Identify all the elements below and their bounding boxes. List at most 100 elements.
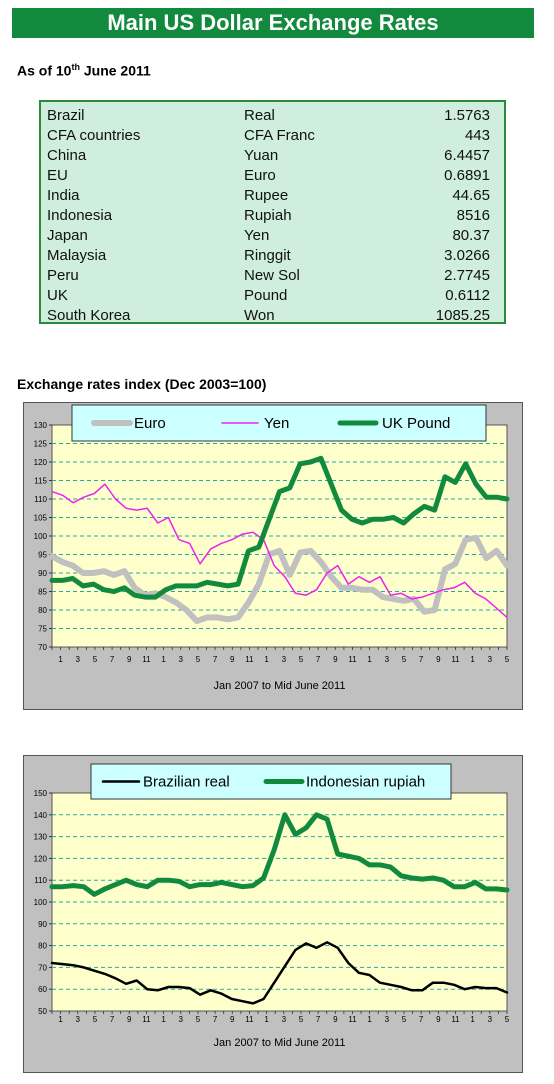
x-tick-label: 3 xyxy=(179,1015,184,1024)
y-tick-label: 100 xyxy=(34,898,48,907)
x-tick-label: 5 xyxy=(402,655,407,664)
series-line-brazilian-real xyxy=(50,941,509,1005)
series-line-yen xyxy=(51,483,508,619)
x-tick-label: 7 xyxy=(213,1015,218,1024)
rate-cell: 3.0266 xyxy=(444,246,490,264)
x-tick-label: 1 xyxy=(470,655,475,664)
rate-cell: 8516 xyxy=(456,206,490,224)
y-tick-label: 110 xyxy=(34,495,47,504)
series-line-indonesian-rupiah xyxy=(49,812,510,897)
y-tick-label: 130 xyxy=(34,421,48,430)
x-tick-label: 3 xyxy=(76,1015,81,1024)
x-tick-label: 11 xyxy=(451,655,460,664)
series-line-euro xyxy=(49,534,510,625)
x-tick-label: 1 xyxy=(58,1015,63,1024)
currency-cell: Rupee xyxy=(244,186,289,204)
x-tick-label: 7 xyxy=(316,655,321,664)
rate-row: CFA countries CFA Franc 443 xyxy=(47,125,490,145)
x-axis-label: Jan 2007 to Mid June 2011 xyxy=(214,680,346,692)
rate-row: EU Euro 0.6891 xyxy=(47,165,490,185)
x-tick-label: 5 xyxy=(402,1015,407,1024)
x-tick-label: 5 xyxy=(93,1015,98,1024)
legend-label: Brazilian real xyxy=(143,774,230,791)
y-tick-label: 60 xyxy=(38,985,47,994)
country-cell: India xyxy=(47,186,80,204)
legend-box xyxy=(71,404,487,442)
x-tick-label: 1 xyxy=(161,1015,166,1024)
y-tick-label: 130 xyxy=(34,833,48,842)
rate-cell: 44.65 xyxy=(452,186,490,204)
y-tick-label: 110 xyxy=(34,876,47,885)
x-tick-label: 11 xyxy=(451,1015,460,1024)
y-tick-label: 120 xyxy=(34,854,48,863)
x-tick-label: 1 xyxy=(264,1015,269,1024)
section-title: Exchange rates index (Dec 2003=100) xyxy=(17,376,267,392)
currency-cell: New Sol xyxy=(244,266,300,284)
currency-cell: Rupiah xyxy=(244,206,292,224)
currency-cell: Yuan xyxy=(244,146,279,164)
currency-cell: Euro xyxy=(244,166,276,184)
country-cell: Brazil xyxy=(47,106,85,124)
x-tick-label: 5 xyxy=(505,1015,510,1024)
x-tick-label: 9 xyxy=(127,1015,132,1024)
exchange-rates-table: Brazil Real 1.5763 CFA countries CFA Franc 44… xyxy=(39,100,506,324)
legend: Brazilian real Indonesian rupiah xyxy=(90,763,452,800)
rate-cell: 1085.25 xyxy=(435,306,490,324)
x-tick-label: 3 xyxy=(488,655,493,664)
x-tick-label: 7 xyxy=(213,655,218,664)
currency-cell: Ringgit xyxy=(244,246,291,264)
country-cell: Peru xyxy=(47,266,79,284)
x-tick-label: 7 xyxy=(316,1015,321,1024)
country-cell: South Korea xyxy=(47,306,131,324)
x-tick-label: 11 xyxy=(245,655,254,664)
rate-row: Malaysia Ringgit 3.0266 xyxy=(47,245,490,265)
x-tick-label: 5 xyxy=(505,655,510,664)
rate-cell: 80.37 xyxy=(452,226,490,244)
y-tick-label: 105 xyxy=(34,514,48,523)
x-tick-label: 11 xyxy=(348,655,357,664)
x-tick-label: 9 xyxy=(333,655,338,664)
y-tick-label: 95 xyxy=(38,551,47,560)
legend: Euro Yen UK Pound xyxy=(71,404,487,442)
rate-cell: 0.6891 xyxy=(444,166,490,184)
rate-row: Indonesia Rupiah 8516 xyxy=(47,205,490,225)
rate-cell: 1.5763 xyxy=(444,106,490,124)
x-tick-label: 9 xyxy=(230,1015,235,1024)
chart-panel-main-rates: 70 75 80 85 90 95 100 105 110 115 120 125 130 1 3 5 7 9 11… xyxy=(23,402,523,710)
country-cell: Indonesia xyxy=(47,206,113,224)
rate-row: Japan Yen 80.37 xyxy=(47,225,490,245)
x-tick-label: 11 xyxy=(142,1015,151,1024)
y-tick-label: 90 xyxy=(38,569,47,578)
x-tick-label: 5 xyxy=(299,655,304,664)
country-cell: China xyxy=(47,146,87,164)
rate-row: China Yuan 6.4457 xyxy=(47,145,490,165)
legend-label: Yen xyxy=(264,415,289,432)
series-line-uk-pound xyxy=(49,455,510,600)
y-tick-label: 120 xyxy=(34,458,48,467)
x-tick-label: 3 xyxy=(385,1015,390,1024)
x-tick-label: 9 xyxy=(436,655,441,664)
rate-cell: 443 xyxy=(464,126,490,144)
legend-label: Euro xyxy=(134,415,166,432)
y-tick-label: 75 xyxy=(38,625,47,634)
page-title: Main US Dollar Exchange Rates xyxy=(12,8,534,38)
x-tick-label: 5 xyxy=(93,655,98,664)
currency-cell: Yen xyxy=(244,226,270,244)
legend-label: Indonesian rupiah xyxy=(306,774,425,791)
y-tick-label: 80 xyxy=(38,606,47,615)
rate-row: Peru New Sol 2.7745 xyxy=(47,265,490,285)
y-tick-label: 125 xyxy=(34,440,48,449)
x-tick-label: 1 xyxy=(58,655,63,664)
x-tick-label: 7 xyxy=(419,655,424,664)
currency-cell: Real xyxy=(244,106,275,124)
x-axis-label: Jan 2007 to Mid June 2011 xyxy=(214,1037,346,1049)
chart-panel-real-rupiah: 50 60 70 80 90 100 110 120 130 140 150 1 3 5 7 9 11 1 3 5 7 9… xyxy=(23,755,523,1073)
x-tick-label: 7 xyxy=(110,1015,115,1024)
y-tick-label: 70 xyxy=(38,963,47,972)
legend-label: UK Pound xyxy=(382,415,450,432)
x-tick-label: 7 xyxy=(110,655,115,664)
rate-row: Brazil Real 1.5763 xyxy=(47,105,490,125)
x-tick-label: 5 xyxy=(299,1015,304,1024)
